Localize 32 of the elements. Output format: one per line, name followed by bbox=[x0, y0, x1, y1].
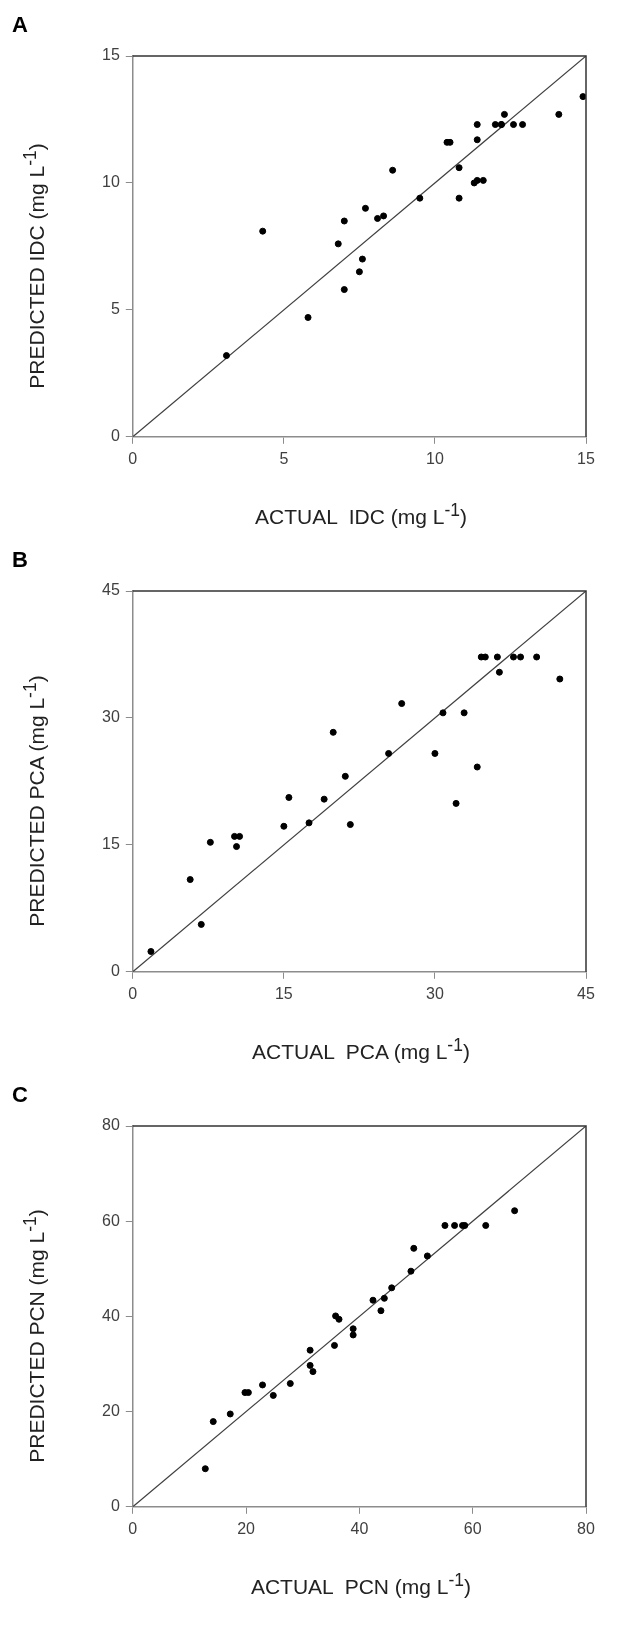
x-tick-label: 15 bbox=[577, 449, 595, 467]
x-tick-label: 0 bbox=[128, 984, 138, 1002]
x-tick-label: 0 bbox=[128, 1519, 138, 1537]
chart-title: B bbox=[12, 547, 28, 573]
y-tick-label: 15 bbox=[102, 46, 120, 64]
x-tick-label: 5 bbox=[279, 449, 289, 467]
x-axis-title: ACTUAL PCA (mg L$^{-1}$) bbox=[251, 1035, 471, 1064]
x-tick-label: 60 bbox=[463, 1519, 482, 1537]
y-tick-label: 60 bbox=[102, 1211, 120, 1229]
x-tick-label: 80 bbox=[577, 1519, 595, 1537]
y-tick-label: 10 bbox=[102, 173, 120, 191]
y-tick-label: 0 bbox=[110, 962, 120, 980]
y-tick-label: 40 bbox=[102, 1306, 120, 1324]
x-axis-title: ACTUAL PCN (mg L$^{-1}$) bbox=[249, 1570, 473, 1599]
y-tick-label: 30 bbox=[102, 708, 120, 726]
y-tick-label: 15 bbox=[102, 835, 120, 853]
y-tick-label: 20 bbox=[102, 1402, 120, 1420]
y-tick-label: 5 bbox=[110, 300, 120, 318]
x-tick-label: 40 bbox=[350, 1519, 369, 1537]
x-axis-title: ACTUAL IDC (mg L$^{-1}$) bbox=[254, 500, 468, 529]
chart-title: A bbox=[12, 12, 28, 38]
x-tick-label: 45 bbox=[577, 984, 595, 1002]
y-tick-label: 0 bbox=[110, 427, 120, 445]
x-tick-label: 15 bbox=[274, 984, 293, 1002]
y-tick-label: 45 bbox=[102, 581, 120, 599]
x-tick-label: 30 bbox=[426, 984, 444, 1002]
y-tick-label: 80 bbox=[102, 1116, 120, 1134]
x-tick-label: 10 bbox=[426, 449, 444, 467]
y-tick-label: 0 bbox=[110, 1497, 120, 1515]
chart-title: C bbox=[12, 1082, 28, 1108]
x-tick-label: 0 bbox=[128, 449, 138, 467]
x-tick-label: 20 bbox=[237, 1519, 256, 1537]
